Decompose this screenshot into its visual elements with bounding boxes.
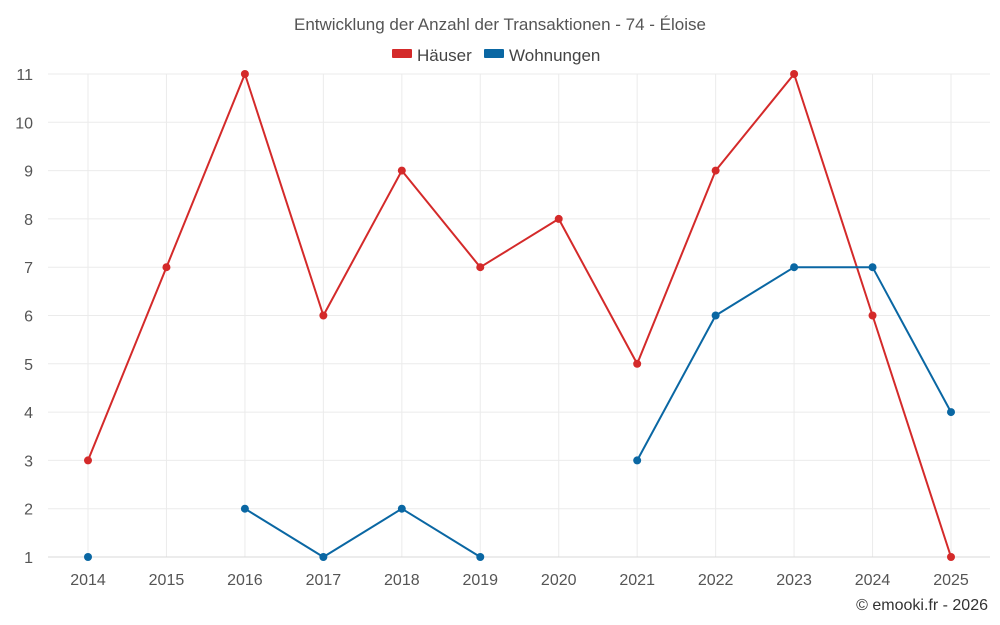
y-tick-label: 6 bbox=[24, 309, 33, 326]
data-point[interactable] bbox=[397, 504, 406, 513]
y-axis: 1 2 3 4 5 6 7 8 9 10 11 bbox=[15, 67, 33, 567]
data-point[interactable] bbox=[868, 263, 877, 272]
y-tick-label: 2 bbox=[24, 502, 33, 519]
series-line bbox=[244, 507, 481, 558]
series-line bbox=[87, 73, 952, 558]
x-tick-label: 2020 bbox=[541, 572, 577, 589]
x-tick-label: 2024 bbox=[855, 572, 891, 589]
x-tick-label: 2017 bbox=[306, 572, 342, 589]
x-tick-label: 2021 bbox=[619, 572, 655, 589]
data-point[interactable] bbox=[711, 166, 720, 175]
series-wohnungen bbox=[84, 263, 955, 561]
series-hauser bbox=[84, 70, 955, 561]
data-point[interactable] bbox=[240, 70, 249, 78]
data-point[interactable] bbox=[633, 359, 642, 368]
data-point[interactable] bbox=[868, 311, 877, 320]
y-tick-label: 8 bbox=[24, 212, 33, 229]
grid bbox=[48, 73, 990, 558]
legend-label-hauser[interactable]: Häuser bbox=[417, 46, 472, 65]
x-tick-label: 2019 bbox=[462, 572, 498, 589]
x-tick-label: 2018 bbox=[384, 572, 420, 589]
x-tick-label: 2025 bbox=[933, 572, 969, 589]
x-tick-label: 2023 bbox=[776, 572, 812, 589]
y-tick-label: 10 bbox=[15, 115, 33, 132]
data-point[interactable] bbox=[633, 456, 642, 465]
data-point[interactable] bbox=[84, 553, 92, 561]
legend: Häuser Wohnungen bbox=[392, 46, 600, 65]
x-tick-label: 2014 bbox=[70, 572, 106, 589]
data-point[interactable] bbox=[397, 166, 406, 175]
y-tick-label: 5 bbox=[24, 357, 33, 374]
data-point[interactable] bbox=[711, 311, 720, 320]
data-point[interactable] bbox=[319, 553, 328, 561]
y-tick-label: 9 bbox=[24, 164, 33, 181]
credit-text: © emooki.fr - 2026 bbox=[856, 597, 988, 614]
data-point[interactable] bbox=[947, 553, 955, 561]
data-point[interactable] bbox=[240, 504, 249, 513]
legend-label-wohnungen[interactable]: Wohnungen bbox=[509, 46, 600, 65]
data-point[interactable] bbox=[162, 263, 171, 272]
data-point[interactable] bbox=[790, 70, 799, 78]
data-point[interactable] bbox=[476, 553, 485, 561]
x-tick-label: 2015 bbox=[149, 572, 185, 589]
y-tick-label: 1 bbox=[24, 550, 33, 567]
x-axis: 2014 2015 2016 2017 2018 2019 2020 2021 2022 2023… bbox=[48, 556, 990, 589]
data-point[interactable] bbox=[476, 263, 485, 272]
y-tick-label: 4 bbox=[24, 405, 33, 422]
data-point[interactable] bbox=[947, 408, 955, 417]
data-point[interactable] bbox=[319, 311, 328, 320]
x-tick-label: 2022 bbox=[698, 572, 734, 589]
x-tick-label: 2016 bbox=[227, 572, 263, 589]
legend-swatch-wohnungen bbox=[484, 49, 504, 58]
legend-swatch-hauser bbox=[392, 49, 412, 58]
data-point[interactable] bbox=[790, 263, 799, 272]
data-point[interactable] bbox=[84, 456, 92, 465]
series-layer bbox=[84, 70, 955, 561]
y-tick-label: 3 bbox=[24, 453, 33, 470]
y-tick-label: 11 bbox=[16, 67, 33, 84]
data-point[interactable] bbox=[554, 214, 563, 223]
y-tick-label: 7 bbox=[24, 260, 33, 277]
chart-title: Entwicklung der Anzahl der Transaktionen… bbox=[294, 15, 706, 34]
